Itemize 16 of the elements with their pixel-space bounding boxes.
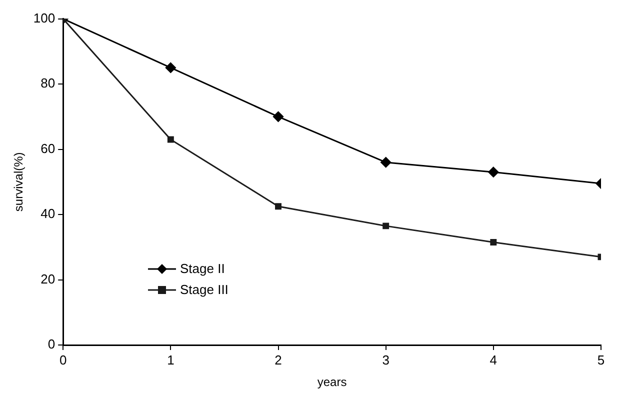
x-tick-label: 3 [382, 352, 390, 368]
y-tick-label: 80 [40, 76, 56, 91]
x-axis-title: years [317, 375, 347, 390]
x-tick-label: 4 [490, 352, 498, 368]
x-tick-label: 2 [274, 352, 282, 368]
y-tick-label: 20 [40, 271, 56, 286]
x-tick-label: 1 [167, 352, 174, 368]
y-tick-label: 60 [40, 140, 56, 156]
y-tick-label: 40 [40, 206, 56, 222]
x-tick-label: 5 [597, 352, 605, 368]
y-tick-label: 0 [48, 336, 56, 352]
legend-label: Stage II [180, 261, 225, 276]
x-tick-label: 0 [59, 352, 67, 368]
y-tick-label: 100 [33, 10, 56, 26]
legend-label: Stage III [180, 282, 228, 297]
y-axis-title: survival(%) [12, 152, 26, 212]
